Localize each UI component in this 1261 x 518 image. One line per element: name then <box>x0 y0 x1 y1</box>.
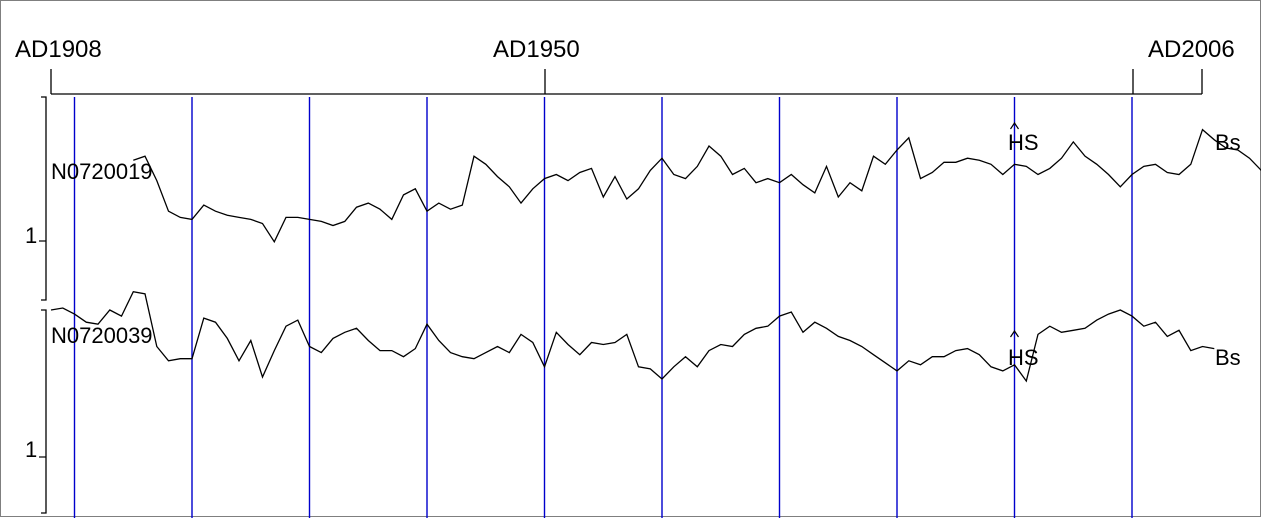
series-line-2 <box>50 290 1215 383</box>
bs-label-1: Bs <box>1215 130 1241 155</box>
axis-label-start: AD1908 <box>15 36 102 63</box>
y-ref-label-2: 1 <box>25 437 37 462</box>
axis-label-mid: AD1950 <box>493 36 580 63</box>
axis-label-end: AD2006 <box>1148 36 1235 63</box>
bs-label-2: Bs <box>1215 345 1241 370</box>
y-ref-label-1: 1 <box>25 223 37 248</box>
panel-bracket-1 <box>41 96 47 301</box>
hs-marker-1 <box>1010 121 1019 130</box>
top-axis: AD1908 AD1950 AD2006 <box>15 36 1235 95</box>
panel-brackets: 1 1 <box>25 96 47 514</box>
series-name-1: N0720019 <box>51 159 153 184</box>
hs-label-2: HS <box>1008 345 1039 370</box>
decade-lines <box>73 97 1133 518</box>
series-line-1 <box>133 128 1261 244</box>
series-labels: N0720019 N0720039 HS HS Bs Bs <box>51 130 1241 370</box>
series-group <box>50 121 1261 383</box>
hs-marker-2 <box>1010 329 1019 338</box>
series-name-2: N0720039 <box>51 323 153 348</box>
panel-bracket-2 <box>41 309 47 514</box>
hs-label-1: HS <box>1008 130 1039 155</box>
